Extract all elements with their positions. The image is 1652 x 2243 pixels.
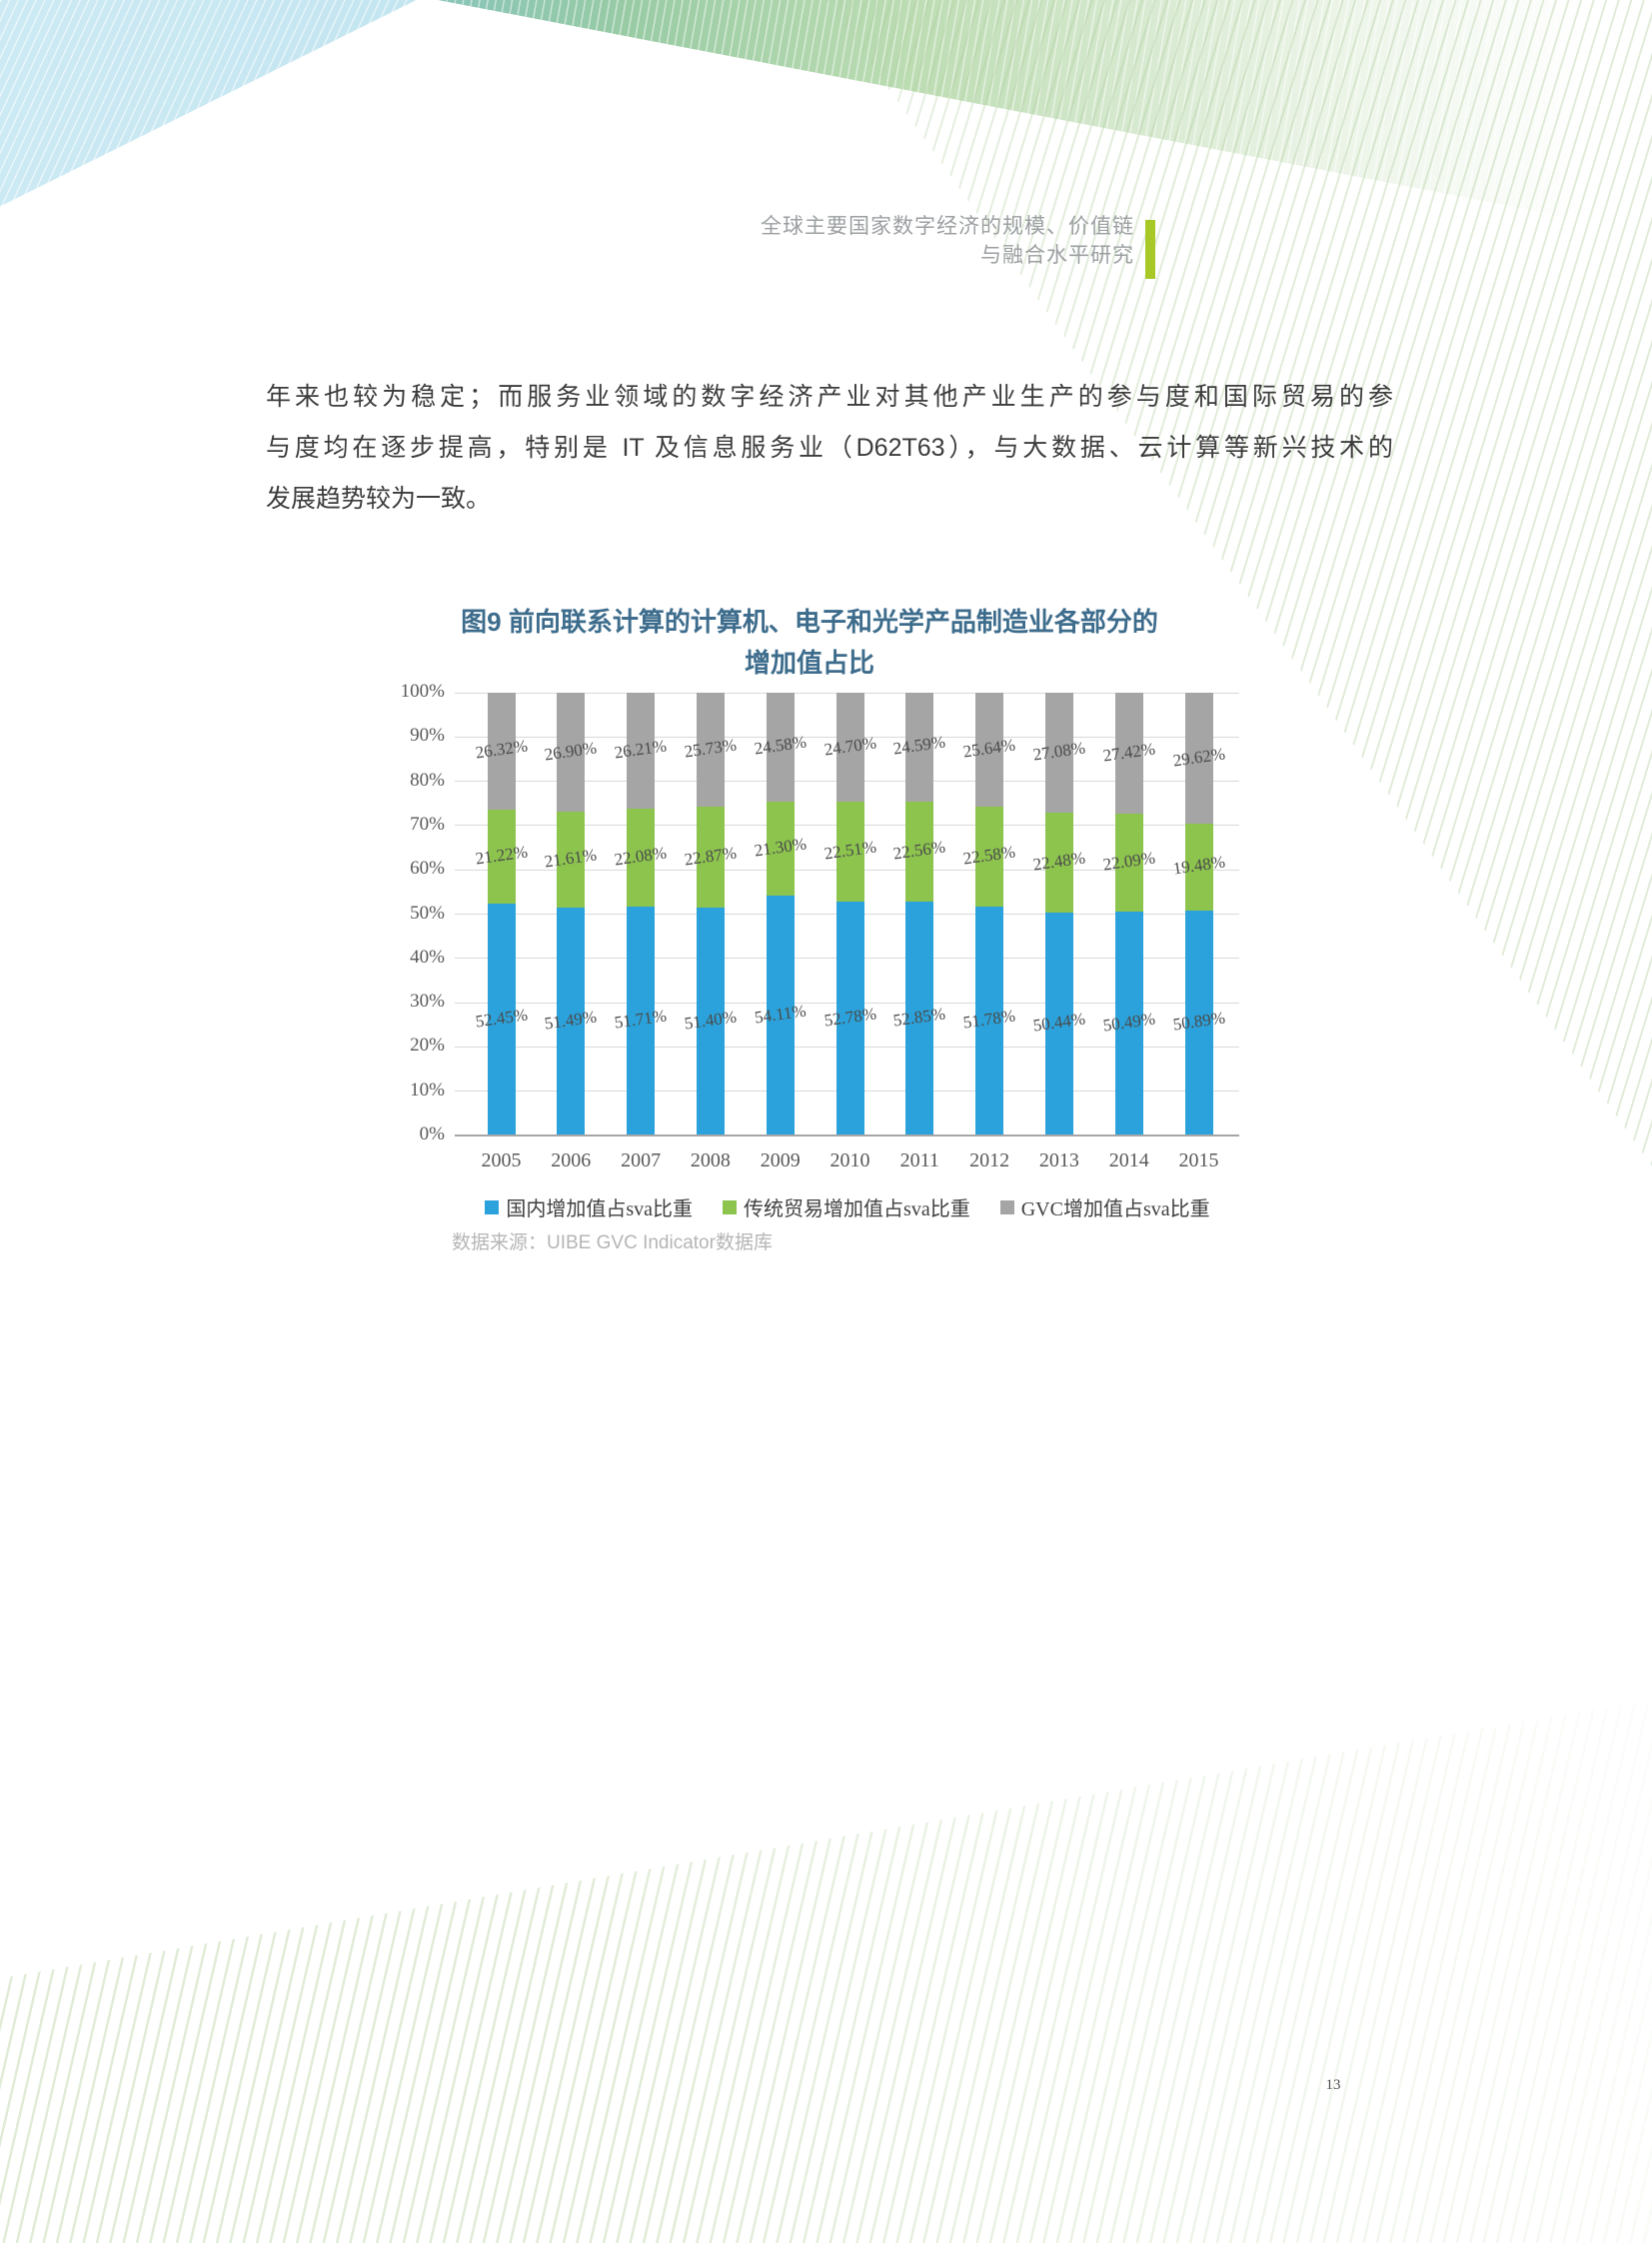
bar-segment xyxy=(627,809,656,907)
legend-color-swatch xyxy=(723,1199,738,1214)
page-number: 13 xyxy=(1325,2077,1341,2093)
bar-segment xyxy=(1114,814,1143,913)
bar-segment xyxy=(975,693,1004,807)
y-axis-tick-label: 60% xyxy=(410,858,445,880)
y-axis-tick-label: 100% xyxy=(400,681,445,702)
bar-segment xyxy=(487,809,516,904)
paragraph-line: 发展趋势较为一致。 xyxy=(266,485,492,513)
chart-legend: 国内增加值占sva比重 传统贸易增加值占sva比重 GVC增加值占sva比重 xyxy=(440,1192,1255,1221)
legend-item: GVC增加值占sva比重 xyxy=(999,1192,1210,1221)
y-axis-tick-label: 10% xyxy=(410,1079,445,1101)
x-axis-year-label: 2011 xyxy=(899,1149,939,1171)
paragraph-line: 年来也较为稳定；而服务业领域的数字经济产业对其他产业生产的参与度和国际贸易的参 xyxy=(266,383,1393,411)
y-axis-tick-label: 30% xyxy=(410,991,445,1013)
legend-color-swatch xyxy=(999,1199,1014,1214)
body-paragraph: 年来也较为稳定；而服务业领域的数字经济产业对其他产业生产的参与度和国际贸易的参 … xyxy=(266,372,1393,525)
x-axis-line xyxy=(455,1134,1239,1136)
y-axis-tick-label: 40% xyxy=(410,946,445,968)
y-axis-tick-label: 70% xyxy=(410,813,445,835)
report-header-line2: 与融合水平研究 xyxy=(980,243,1134,267)
bar-segment xyxy=(766,801,795,897)
y-axis-tick-label: 50% xyxy=(410,902,445,924)
bar-segment xyxy=(975,806,1004,907)
bar-segment xyxy=(557,693,586,813)
legend-item: 国内增加值占sva比重 xyxy=(485,1192,693,1221)
legend-label: GVC增加值占sva比重 xyxy=(1020,1198,1210,1220)
bar-segment xyxy=(1044,812,1073,913)
bar-segment xyxy=(627,906,656,1135)
bar-segment xyxy=(557,812,586,908)
y-axis-tick-label: 90% xyxy=(410,725,445,747)
y-axis-tick-label: 0% xyxy=(419,1123,445,1144)
report-header: 全球主要国家数字经济的规模、价值链 与融合水平研究 xyxy=(761,213,1134,270)
bar-segment xyxy=(1114,693,1143,815)
legend-label: 国内增加值占sva比重 xyxy=(506,1198,694,1220)
gridline xyxy=(455,692,1239,694)
bar-segment xyxy=(557,907,586,1135)
header-accent-bar xyxy=(1145,220,1155,279)
bar-segment xyxy=(835,802,864,903)
bar-segment xyxy=(835,902,864,1135)
x-axis-year-label: 2007 xyxy=(621,1149,662,1171)
bar-segment xyxy=(905,801,934,902)
chart-title: 图9 前向联系计算的计算机、电子和光学产品制造业各部分的 增加值占比 xyxy=(420,602,1199,684)
bar-segment xyxy=(905,693,934,802)
bar-segment xyxy=(1184,693,1213,825)
legend-label: 传统贸易增加值占sva比重 xyxy=(744,1198,970,1220)
bar-segment xyxy=(696,908,725,1135)
report-header-line1: 全球主要国家数字经济的规模、价值链 xyxy=(761,215,1134,238)
bar-segment xyxy=(766,896,795,1135)
chart-title-line2: 增加值占比 xyxy=(744,648,874,678)
bar-segment xyxy=(835,693,864,803)
bar-segment xyxy=(696,693,725,807)
x-axis-year-label: 2013 xyxy=(1038,1149,1079,1171)
x-axis-year-label: 2012 xyxy=(969,1149,1010,1171)
bar-segment xyxy=(975,906,1004,1135)
x-axis-year-label: 2005 xyxy=(481,1149,522,1171)
bar-segment xyxy=(766,693,795,802)
x-axis-year-label: 2010 xyxy=(829,1149,870,1171)
bar-segment xyxy=(487,693,516,810)
bar-segment xyxy=(627,693,656,810)
x-axis-year-label: 2006 xyxy=(551,1149,592,1171)
legend-item: 传统贸易增加值占sva比重 xyxy=(723,1192,970,1221)
bar-segment xyxy=(905,901,934,1135)
bar-segment xyxy=(1044,693,1073,813)
paragraph-line: 与度均在逐步提高，特别是 IT 及信息服务业（D62T63），与大数据、云计算等… xyxy=(266,434,1393,462)
legend-color-swatch xyxy=(485,1199,500,1214)
bar-segment xyxy=(1184,910,1213,1135)
bar-segment xyxy=(1114,912,1143,1135)
bar-segment xyxy=(1184,824,1213,911)
chart-source: 数据来源：UIBE GVC Indicator数据库 xyxy=(452,1232,773,1253)
bar-segment xyxy=(487,903,516,1135)
x-axis-year-label: 2008 xyxy=(690,1149,731,1171)
x-axis-year-label: 2014 xyxy=(1108,1149,1149,1171)
y-axis-tick-label: 80% xyxy=(410,769,445,791)
y-axis-tick-label: 20% xyxy=(410,1035,445,1057)
chart-title-line1: 图9 前向联系计算的计算机、电子和光学产品制造业各部分的 xyxy=(461,607,1158,637)
bar-segment xyxy=(696,806,725,909)
x-axis-year-label: 2009 xyxy=(760,1149,801,1171)
x-axis-year-label: 2015 xyxy=(1178,1149,1219,1171)
bar-segment xyxy=(1044,912,1073,1135)
